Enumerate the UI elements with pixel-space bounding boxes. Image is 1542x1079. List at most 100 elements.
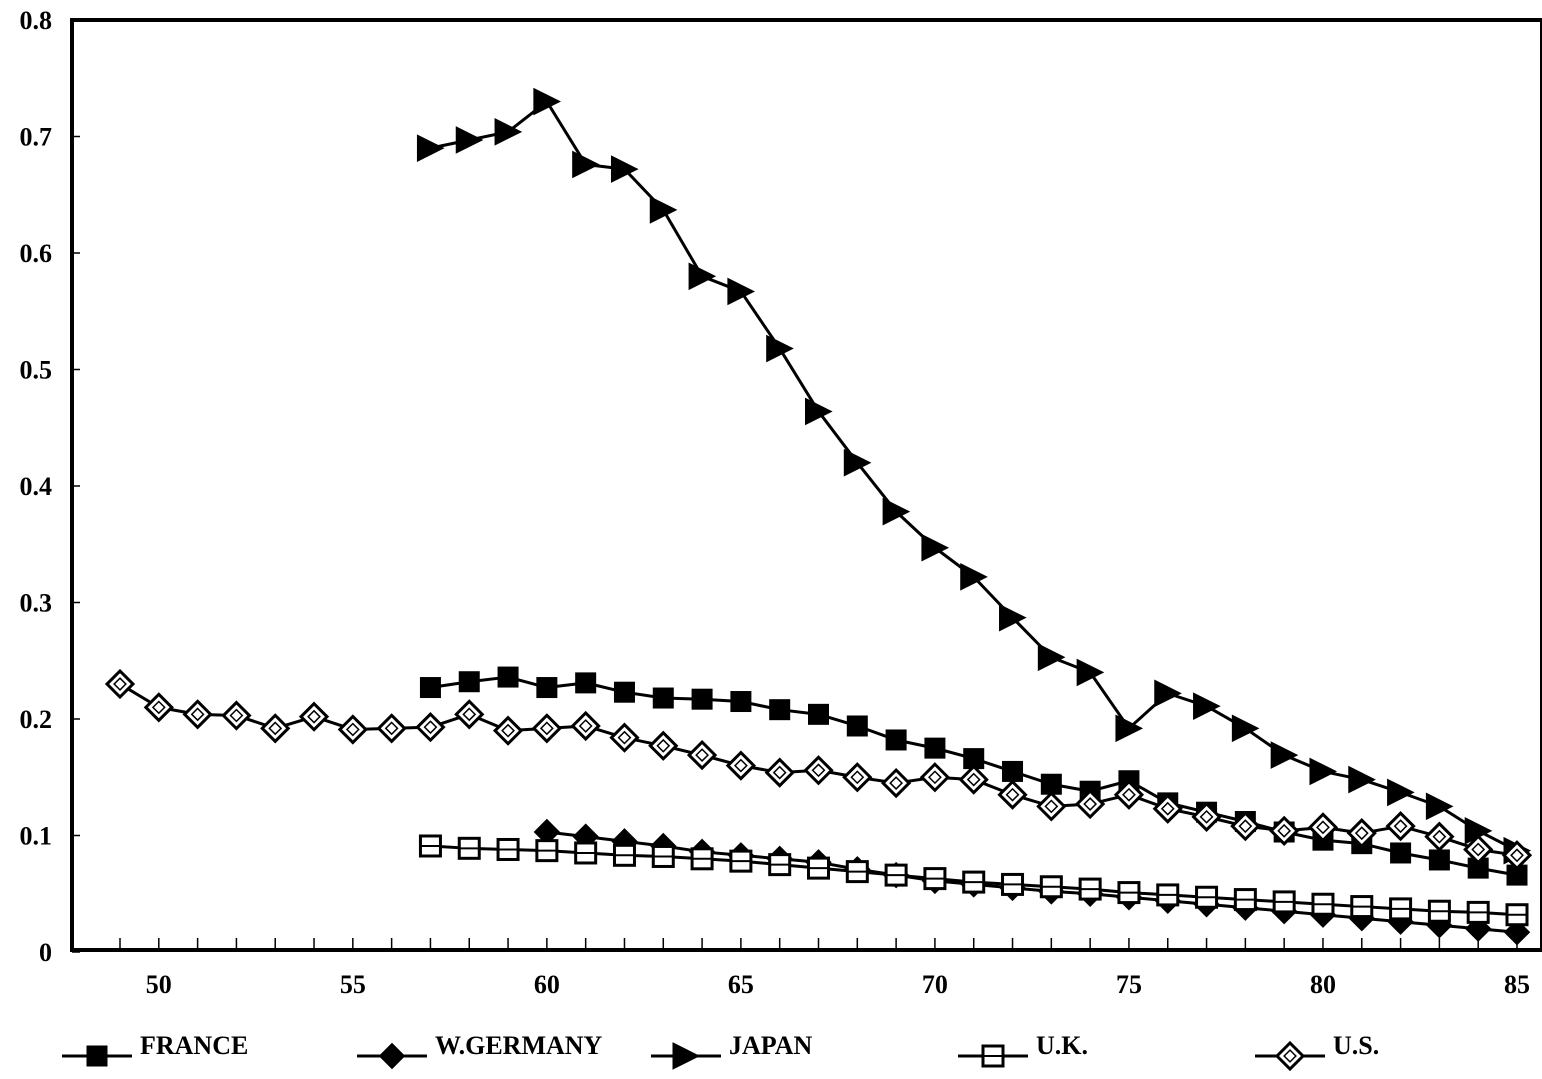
data-point-u-s	[531, 713, 562, 744]
data-point-u-s-outer	[1269, 815, 1300, 846]
y-tick-label: 0.2	[20, 705, 53, 734]
data-point-u-s-inner	[268, 721, 283, 736]
data-point-japan	[494, 118, 523, 146]
data-point-u-k	[962, 870, 986, 894]
x-tick-label: 55	[340, 970, 366, 999]
data-point-u-s-outer	[803, 755, 834, 786]
data-point-japan	[1309, 757, 1338, 786]
data-point-u-s-outer	[1075, 788, 1106, 820]
data-point-france	[808, 703, 829, 725]
data-point-u-s-outer	[764, 757, 795, 788]
data-point-france	[1002, 760, 1024, 782]
plot-area	[70, 18, 1542, 952]
data-point-u-s-inner	[1471, 842, 1486, 857]
data-point-u-s-outer	[454, 699, 485, 730]
data-point-u-s-inner	[1044, 799, 1059, 814]
data-point-u-s-outer	[609, 722, 640, 753]
data-point-u-k	[845, 860, 869, 884]
x-tick-label: 80	[1310, 970, 1336, 999]
data-point-u-k	[1427, 899, 1451, 923]
legend-marker-u-s-outer	[1274, 1040, 1306, 1072]
data-point-u-s	[1075, 788, 1106, 820]
data-point-u-s	[260, 713, 291, 744]
x-tick-label: 85	[1504, 970, 1530, 999]
data-point-u-k	[807, 856, 830, 880]
data-point-u-s	[298, 701, 330, 732]
data-point-u-s-outer	[1346, 818, 1377, 849]
data-point-france	[1390, 842, 1412, 864]
data-point-u-s-inner	[617, 730, 632, 745]
data-point-u-s-inner	[1277, 823, 1292, 838]
data-point-u-k	[457, 836, 481, 860]
data-point-u-k	[418, 834, 442, 858]
y-tick-label: 0.4	[20, 472, 53, 501]
legend-marker-u-s	[1274, 1040, 1306, 1072]
series-u-k	[418, 834, 1529, 927]
data-point-u-s-inner	[695, 748, 709, 763]
data-point-japan	[1115, 714, 1144, 743]
data-point-u-s-inner	[656, 738, 671, 753]
data-point-u-s-inner	[966, 772, 981, 787]
data-point-u-s	[221, 700, 252, 731]
data-point-japan	[1076, 658, 1105, 687]
data-point-u-s-outer	[182, 699, 213, 730]
data-point-u-k	[1466, 900, 1490, 924]
data-point-u-s-inner	[578, 719, 593, 733]
data-point-japan	[1270, 741, 1299, 769]
data-point-japan	[999, 603, 1027, 632]
data-point-u-k	[1156, 883, 1180, 907]
data-point-u-s	[337, 714, 368, 745]
data-point-japan	[416, 134, 445, 162]
data-point-u-s	[415, 712, 446, 743]
data-point-u-s	[880, 767, 912, 799]
data-point-u-s-outer	[415, 712, 446, 743]
data-point-u-s-outer	[104, 668, 136, 700]
data-point-u-s-inner	[1393, 819, 1408, 834]
data-point-u-s-inner	[1122, 787, 1136, 802]
data-point-u-s-inner	[1083, 797, 1098, 811]
data-point-u-s-outer	[260, 713, 291, 744]
x-tick-label: 75	[1116, 970, 1142, 999]
data-point-u-s	[1113, 779, 1145, 810]
legend: FRANCE W.GERMANY JAPAN U.K. U.S.	[62, 1031, 1379, 1072]
data-point-u-s-inner	[501, 723, 515, 738]
data-point-u-s	[919, 762, 951, 793]
legend-marker-u-k	[981, 1044, 1005, 1068]
legend-marker-u-s-inner	[1283, 1049, 1297, 1063]
plot-frame	[70, 18, 1542, 952]
data-point-u-s-outer	[1385, 811, 1416, 842]
data-point-france	[885, 729, 907, 751]
data-point-u-s-inner	[307, 709, 321, 724]
data-point-u-s	[609, 722, 640, 753]
data-point-u-s-outer	[1152, 793, 1183, 824]
data-point-u-s-inner	[1005, 787, 1020, 802]
series-layer	[104, 87, 1533, 946]
data-point-u-s-inner	[423, 720, 438, 735]
data-point-japan	[688, 262, 717, 291]
data-point-u-s-outer	[1501, 840, 1533, 871]
data-point-u-s	[958, 764, 989, 795]
data-point-u-k	[1117, 881, 1141, 905]
data-point-u-s	[1191, 801, 1222, 832]
data-point-u-k	[690, 847, 714, 871]
data-point-u-s	[104, 668, 136, 700]
data-point-france	[497, 666, 519, 688]
data-point-u-s	[725, 750, 757, 781]
legend-label-japan: JAPAN	[729, 1031, 813, 1060]
data-point-u-k	[768, 853, 792, 877]
data-point-u-s-inner	[1238, 819, 1253, 834]
data-point-u-s	[570, 710, 601, 742]
data-point-japan	[960, 563, 988, 591]
data-point-japan	[1348, 765, 1376, 794]
data-point-france	[536, 677, 558, 699]
data-point-u-k	[651, 844, 675, 868]
data-point-japan	[1154, 679, 1182, 708]
y-tick-label: 0.6	[20, 239, 53, 268]
data-point-japan	[843, 448, 872, 477]
data-point-u-s-inner	[345, 722, 360, 737]
data-point-u-s	[454, 699, 485, 730]
data-point-u-s	[1424, 821, 1455, 852]
data-point-u-s	[1385, 811, 1416, 842]
data-point-u-s	[376, 713, 407, 744]
data-point-u-s	[803, 755, 834, 786]
